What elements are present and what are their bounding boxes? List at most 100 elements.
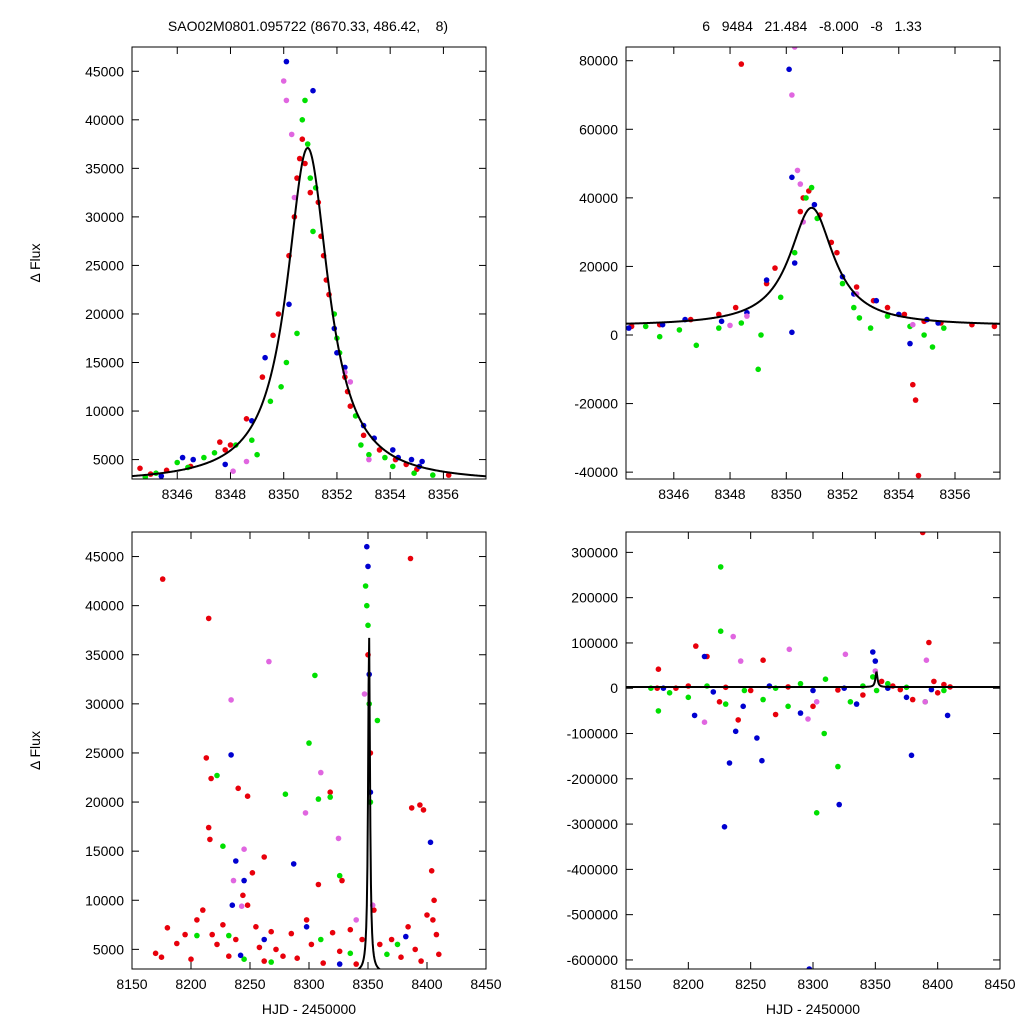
data-point-blue <box>810 687 816 694</box>
data-point-red <box>200 907 206 913</box>
data-point-red <box>418 958 424 964</box>
data-points <box>137 58 452 479</box>
data-point-violet <box>797 181 804 187</box>
data-point-green <box>174 459 180 466</box>
data-point-blue <box>873 297 880 304</box>
data-point-blue <box>759 757 765 764</box>
data-point-red <box>853 284 860 290</box>
plot-frame <box>131 46 487 480</box>
data-point-green <box>282 791 289 797</box>
y-tick-label: 60000 <box>579 121 618 137</box>
data-point-blue <box>408 456 415 463</box>
data-point-green <box>294 330 300 337</box>
y-tick-label: 15000 <box>85 355 124 371</box>
x-tick-label: 8348 <box>215 486 246 502</box>
data-point-red <box>259 374 266 380</box>
data-point-red <box>253 924 259 930</box>
y-tick-label: 20000 <box>85 794 124 810</box>
x-tick-label: 8300 <box>797 976 828 992</box>
data-point-red <box>738 61 745 67</box>
data-point-blue <box>261 936 268 943</box>
data-point-red <box>931 678 937 685</box>
data-point-blue <box>241 877 247 884</box>
data-point-red <box>910 381 916 388</box>
data-point-green <box>941 687 947 694</box>
data-point-red <box>430 917 436 923</box>
data-point-violet <box>243 458 250 465</box>
data-point-violet <box>291 194 298 201</box>
data-point-green <box>315 796 322 802</box>
y-tick-label: 80000 <box>579 53 618 69</box>
data-point-red <box>294 175 300 181</box>
data-point-violet <box>922 699 928 705</box>
data-point-violet <box>842 651 849 658</box>
data-point-red <box>158 954 165 960</box>
data-point-red <box>431 897 437 904</box>
data-point-green <box>785 703 791 710</box>
panel-bottom-right: 8150 8200 8250 8300 8350 8400 8450 -600000 -5000… <box>567 531 1016 1017</box>
data-point-red <box>240 892 246 899</box>
data-point-blue <box>237 952 244 959</box>
x-tick-label: 8200 <box>175 976 206 992</box>
y-tick-label: -400000 <box>567 861 619 877</box>
x-tick-label: 8450 <box>984 976 1015 992</box>
y-tick-label: -300000 <box>567 816 619 832</box>
data-point-blue <box>222 461 228 468</box>
data-point-red <box>445 472 452 478</box>
x-tick-label: 8354 <box>883 486 914 502</box>
data-point-blue <box>806 966 813 969</box>
model-curve <box>626 671 1000 689</box>
data-point-blue <box>390 447 396 453</box>
data-point-green <box>312 672 318 679</box>
data-point-red <box>261 958 268 964</box>
y-tick-label: 100000 <box>571 635 618 651</box>
data-point-red <box>256 944 263 951</box>
y-axis-label: Δ Flux <box>27 731 43 770</box>
y-tick-label: 45000 <box>85 63 124 79</box>
data-point-red <box>327 789 334 795</box>
data-point-red <box>835 687 841 693</box>
x-tick-label: 8350 <box>771 486 802 502</box>
x-tick-label: 8352 <box>827 486 858 502</box>
y-tick-label: 5000 <box>93 452 124 468</box>
panel-top-left: 8346 8348 8350 8352 8354 8356 5000 10000 15000 20… <box>27 46 487 502</box>
data-point-violet <box>347 379 354 385</box>
data-point-red <box>320 960 327 966</box>
y-tick-label: 10000 <box>85 892 124 908</box>
data-point-green <box>797 680 804 687</box>
data-point-red <box>152 950 159 957</box>
data-point-red <box>294 955 301 961</box>
data-point-red <box>208 775 214 782</box>
data-point-red <box>884 304 891 311</box>
data-point-red <box>164 925 171 931</box>
data-point-green <box>347 950 354 957</box>
data-point-violet <box>701 719 708 725</box>
data-point-red <box>205 824 212 831</box>
data-point-blue <box>732 728 739 735</box>
data-point-violet <box>288 131 295 138</box>
data-point-blue <box>718 318 725 325</box>
data-point-green <box>394 941 401 948</box>
data-point-red <box>249 870 256 876</box>
data-point-blue <box>811 201 818 208</box>
x-tick-label: 8346 <box>658 486 689 502</box>
data-point-blue <box>262 354 268 361</box>
data-point-red <box>275 311 282 317</box>
x-tick-label: 8300 <box>293 976 324 992</box>
y-tick-label: 5000 <box>93 941 124 957</box>
data-point-blue <box>283 58 290 65</box>
data-point-blue <box>691 712 698 719</box>
data-point-violet <box>366 456 372 463</box>
data-point-violet <box>789 92 795 98</box>
data-point-red <box>270 332 276 339</box>
data-point-green <box>655 708 662 714</box>
data-point-blue <box>303 924 310 930</box>
data-point-green <box>283 359 290 366</box>
data-point-violet <box>353 917 360 923</box>
x-tick-label: 8350 <box>268 486 299 502</box>
data-point-blue <box>427 839 434 846</box>
data-point-red <box>772 265 778 271</box>
data-point-red <box>412 946 419 953</box>
data-point-red <box>926 639 932 646</box>
